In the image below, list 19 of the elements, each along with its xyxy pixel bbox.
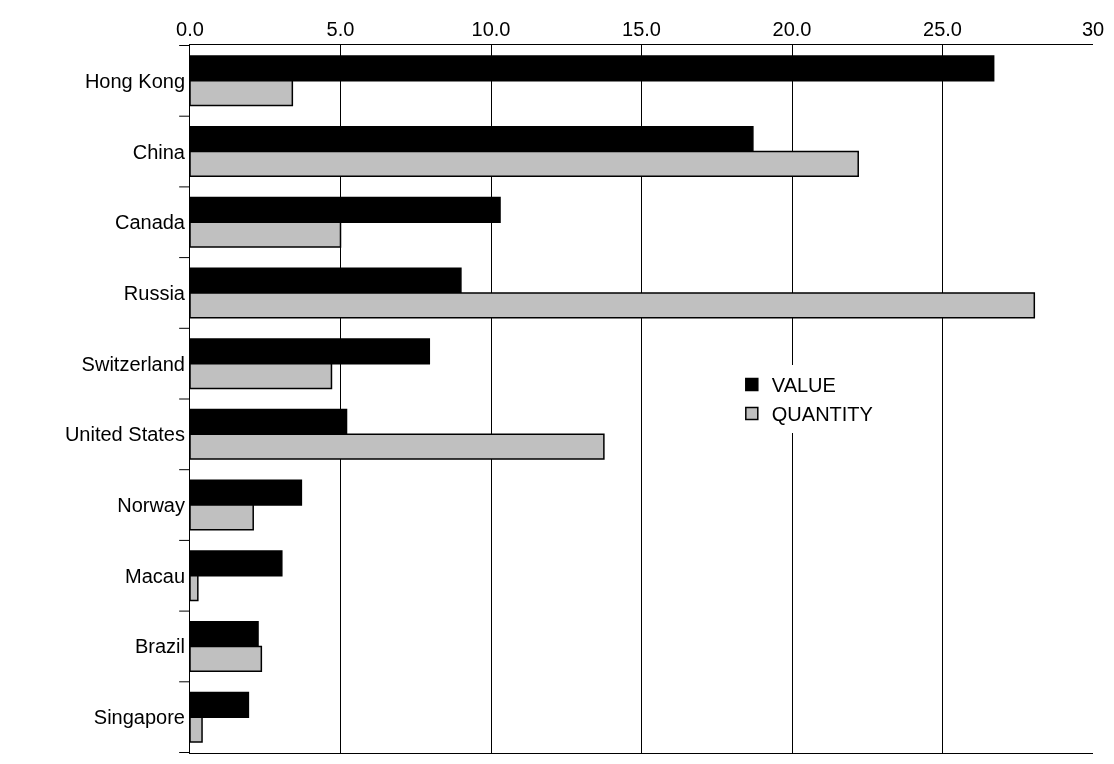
x-tick-label: 15.0 (622, 18, 661, 40)
y-tick-label: Canada (114, 211, 186, 234)
y-tick-label: Russia (123, 281, 186, 304)
y-tick-label: United States (64, 423, 185, 446)
y-tick-label: Hong Kong (84, 69, 185, 92)
x-tick-label: 30 (1081, 18, 1105, 40)
y-tick-label: Singapore (93, 706, 185, 729)
x-tick-label: 5.0 (326, 18, 355, 40)
x-tick-label: 25.0 (923, 18, 962, 40)
y-tick-label: Norway (117, 494, 185, 517)
y-tick-label: Macau (124, 564, 185, 587)
legend-label: VALUE (771, 374, 836, 397)
x-tick-label: 0.0 (176, 18, 204, 40)
y-tick-label: Brazil (134, 635, 185, 658)
x-tick-label: 20.0 (772, 18, 812, 40)
x-tick-label: 10.0 (471, 18, 511, 40)
y-tick-label: China (132, 140, 186, 163)
legend-label: QUANTITY (771, 403, 873, 426)
y-tick-label: Switzerland (81, 352, 185, 375)
